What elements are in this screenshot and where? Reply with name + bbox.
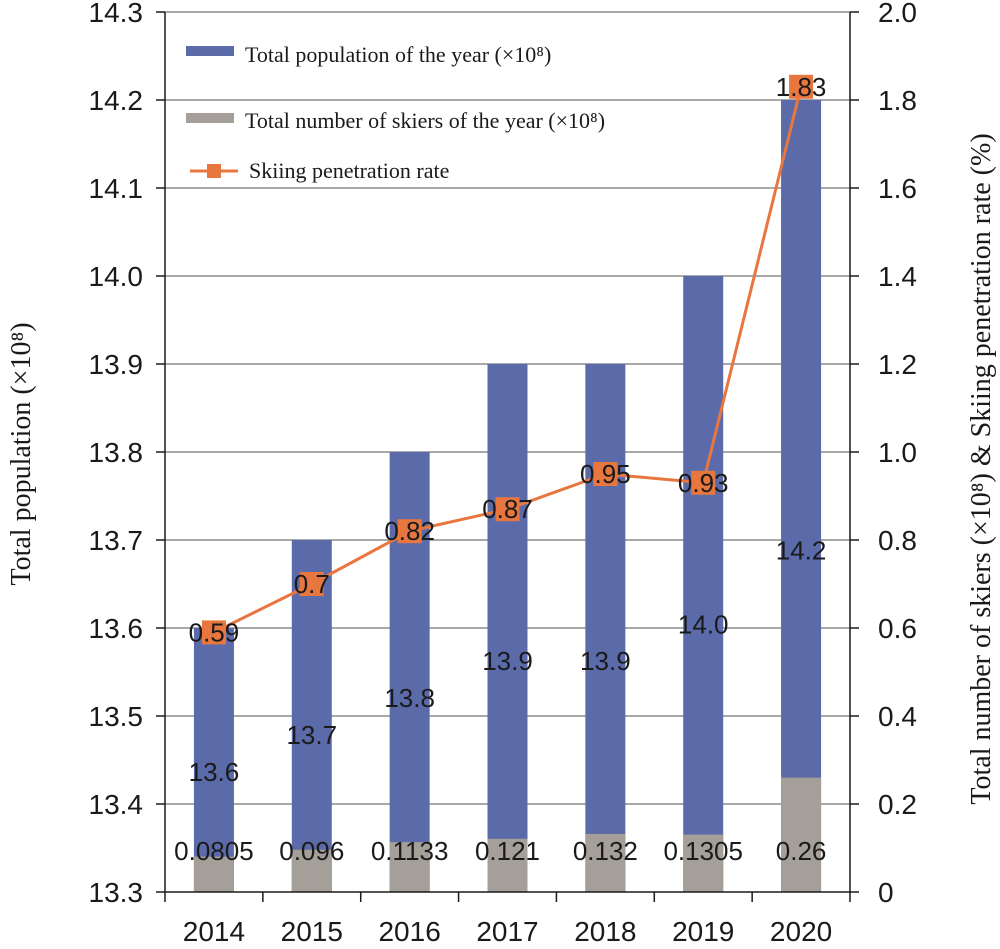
skier-bar bbox=[487, 838, 528, 892]
skier-bar bbox=[193, 856, 234, 892]
legend-swatch-skiers bbox=[186, 113, 234, 123]
left-tick-label: 13.3 bbox=[89, 877, 144, 908]
x-tick-label: 2017 bbox=[476, 916, 538, 947]
penetration-rate-line bbox=[201, 74, 814, 645]
legend-label-population: Total population of the year (×10⁸) bbox=[245, 42, 551, 67]
skier-bar bbox=[683, 834, 724, 892]
left-tick-label: 14.0 bbox=[89, 261, 144, 292]
skier-bars bbox=[193, 777, 822, 892]
right-tick-label: 1.4 bbox=[878, 261, 917, 292]
legend-label-skiers: Total number of skiers of the year (×10⁸… bbox=[245, 108, 605, 133]
legend-label-rate: Skiing penetration rate bbox=[249, 158, 449, 183]
rate-value-label: 0.59 bbox=[189, 617, 240, 647]
right-tick-label: 1.0 bbox=[878, 437, 917, 468]
population-value-label: 13.8 bbox=[384, 683, 435, 713]
right-tick-label: 0.2 bbox=[878, 789, 917, 820]
population-value-label: 13.7 bbox=[286, 720, 337, 750]
data-labels: 13.6 13.7 13.8 13.9 13.9 14.0 14.2 0.0805 0.096 0… bbox=[174, 72, 826, 866]
skier-value-label: 0.121 bbox=[475, 836, 540, 866]
skier-bar bbox=[585, 833, 626, 892]
population-bar bbox=[193, 628, 234, 892]
skier-value-label: 0.26 bbox=[776, 836, 827, 866]
rate-value-label: 0.95 bbox=[580, 459, 631, 489]
left-tick-label: 13.8 bbox=[89, 437, 144, 468]
rate-value-label: 0.87 bbox=[482, 494, 533, 524]
x-tick-label: 2018 bbox=[574, 916, 636, 947]
legend-marker-rate bbox=[207, 164, 221, 178]
skier-value-label: 0.132 bbox=[573, 836, 638, 866]
rate-value-label: 0.7 bbox=[294, 569, 330, 599]
right-tick-label: 0.4 bbox=[878, 701, 917, 732]
rate-point bbox=[593, 462, 618, 486]
rate-point bbox=[201, 620, 226, 645]
x-tick-label: 2020 bbox=[770, 916, 832, 947]
skier-value-label: 0.1305 bbox=[663, 836, 743, 866]
right-tick-label: 0 bbox=[878, 877, 894, 908]
left-tick-label: 13.4 bbox=[89, 789, 144, 820]
right-tick-label: 1.2 bbox=[878, 349, 917, 380]
right-tick-label: 0.8 bbox=[878, 525, 917, 556]
left-axis-title: Total population (×10⁸) bbox=[6, 322, 37, 585]
x-tick-label: 2015 bbox=[281, 916, 343, 947]
population-bar bbox=[585, 364, 626, 892]
left-tick-label: 14.1 bbox=[89, 173, 144, 204]
left-tick-label: 13.9 bbox=[89, 349, 144, 380]
population-value-label: 14.2 bbox=[776, 535, 827, 565]
right-tick-label: 2.0 bbox=[878, 0, 917, 28]
legend-swatch-population bbox=[186, 46, 234, 56]
skier-value-label: 0.0805 bbox=[174, 836, 254, 866]
rate-value-label: 1.83 bbox=[776, 72, 827, 102]
left-tick-label: 13.7 bbox=[89, 525, 144, 556]
axes: 13.3 0 13.4 0.2 13.5 0.4 13.6 0.6 13.7 0.8 13.8 1.0… bbox=[89, 0, 917, 947]
rate-point bbox=[299, 572, 324, 596]
skier-bar bbox=[781, 777, 822, 892]
population-bar bbox=[291, 540, 332, 892]
skier-bar bbox=[291, 849, 332, 892]
population-bar bbox=[781, 100, 822, 892]
x-tick-label: 2019 bbox=[672, 916, 734, 947]
population-bar bbox=[683, 276, 724, 892]
left-tick-label: 13.5 bbox=[89, 701, 144, 732]
population-value-label: 13.6 bbox=[189, 757, 240, 787]
population-value-label: 14.0 bbox=[678, 609, 729, 639]
population-value-label: 13.9 bbox=[580, 646, 631, 676]
left-tick-label: 14.2 bbox=[89, 85, 144, 116]
x-tick-label: 2016 bbox=[378, 916, 440, 947]
right-axis-title: Total number of skiers (×10⁸) & Skiing p… bbox=[966, 133, 997, 804]
rate-value-label: 0.93 bbox=[678, 468, 729, 498]
rate-point bbox=[691, 470, 716, 495]
skier-bar bbox=[389, 842, 430, 892]
rate-point bbox=[495, 497, 520, 522]
right-tick-label: 1.8 bbox=[878, 85, 917, 116]
legend: Total population of the year (×10⁸) Tota… bbox=[186, 42, 605, 183]
left-tick-label: 14.3 bbox=[89, 0, 144, 28]
skier-value-label: 0.1133 bbox=[371, 836, 449, 866]
rate-point bbox=[789, 74, 814, 99]
population-value-label: 13.9 bbox=[482, 646, 533, 676]
left-tick-label: 13.6 bbox=[89, 613, 144, 644]
right-tick-label: 0.6 bbox=[878, 613, 917, 644]
skier-value-label: 0.096 bbox=[279, 836, 344, 866]
right-tick-label: 1.6 bbox=[878, 173, 917, 204]
x-tick-label: 2014 bbox=[183, 916, 245, 947]
population-bars bbox=[193, 100, 822, 892]
rate-point bbox=[397, 519, 422, 544]
rate-value-label: 0.82 bbox=[384, 516, 435, 546]
population-bar bbox=[487, 364, 528, 892]
